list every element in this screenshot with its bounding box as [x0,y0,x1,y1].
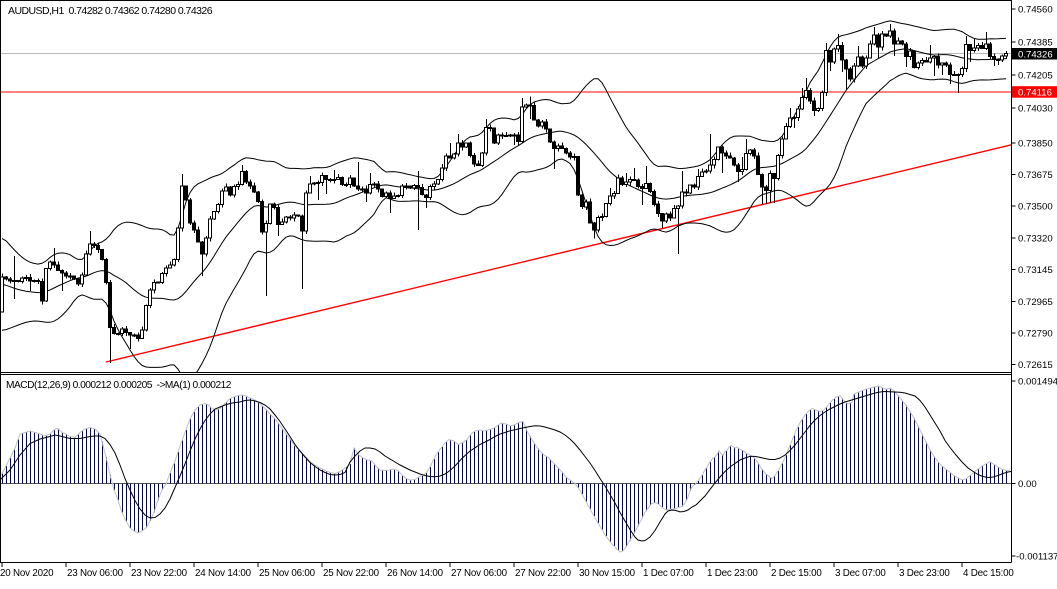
svg-text:0.72615: 0.72615 [1018,360,1053,371]
svg-text:1 Dec 23:00: 1 Dec 23:00 [707,568,758,579]
svg-text:0.74326: 0.74326 [1018,50,1053,61]
svg-text:0.74116: 0.74116 [1018,88,1052,99]
svg-text:-0.001137: -0.001137 [1016,551,1057,562]
svg-text:0.74385: 0.74385 [1018,37,1053,48]
svg-text:0.00: 0.00 [1018,479,1037,490]
svg-text:4 Dec 15:00: 4 Dec 15:00 [963,568,1014,579]
svg-text:27 Nov 22:00: 27 Nov 22:00 [515,568,572,579]
svg-text:0.001494: 0.001494 [1018,376,1057,387]
svg-text:AUDUSD,H1 0.74282 0.74362 0.7: AUDUSD,H1 0.74282 0.74362 0.74280 0.7432… [8,5,213,17]
svg-text:27 Nov 06:00: 27 Nov 06:00 [451,568,508,579]
svg-text:0.73145: 0.73145 [1018,265,1053,276]
svg-text:3 Dec 07:00: 3 Dec 07:00 [835,568,886,579]
svg-text:0.73500: 0.73500 [1018,201,1053,212]
svg-text:26 Nov 14:00: 26 Nov 14:00 [387,568,444,579]
svg-text:25 Nov 06:00: 25 Nov 06:00 [259,568,316,579]
svg-text:2 Dec 15:00: 2 Dec 15:00 [771,568,822,579]
svg-text:20 Nov 2020: 20 Nov 2020 [0,568,54,579]
svg-text:0.74560: 0.74560 [1018,4,1053,15]
svg-text:25 Nov 22:00: 25 Nov 22:00 [323,568,380,579]
svg-text:0.73675: 0.73675 [1018,170,1053,181]
svg-text:0.74205: 0.74205 [1018,70,1053,81]
svg-text:23 Nov 06:00: 23 Nov 06:00 [67,568,124,579]
svg-text:0.74030: 0.74030 [1018,103,1053,114]
svg-text:0.72790: 0.72790 [1018,328,1053,339]
svg-text:1 Dec 07:00: 1 Dec 07:00 [643,568,694,579]
svg-text:30 Nov 15:00: 30 Nov 15:00 [579,568,636,579]
svg-text:0.73850: 0.73850 [1018,138,1053,149]
svg-text:0.72965: 0.72965 [1018,297,1053,308]
svg-text:MACD(12,26,9) 0.000212 0.00020: MACD(12,26,9) 0.000212 0.000205 ->MA(1) … [6,380,232,391]
svg-text:3 Dec 23:00: 3 Dec 23:00 [899,568,950,579]
svg-text:23 Nov 22:00: 23 Nov 22:00 [131,568,188,579]
svg-text:0.73320: 0.73320 [1018,233,1053,244]
svg-text:24 Nov 14:00: 24 Nov 14:00 [195,568,252,579]
